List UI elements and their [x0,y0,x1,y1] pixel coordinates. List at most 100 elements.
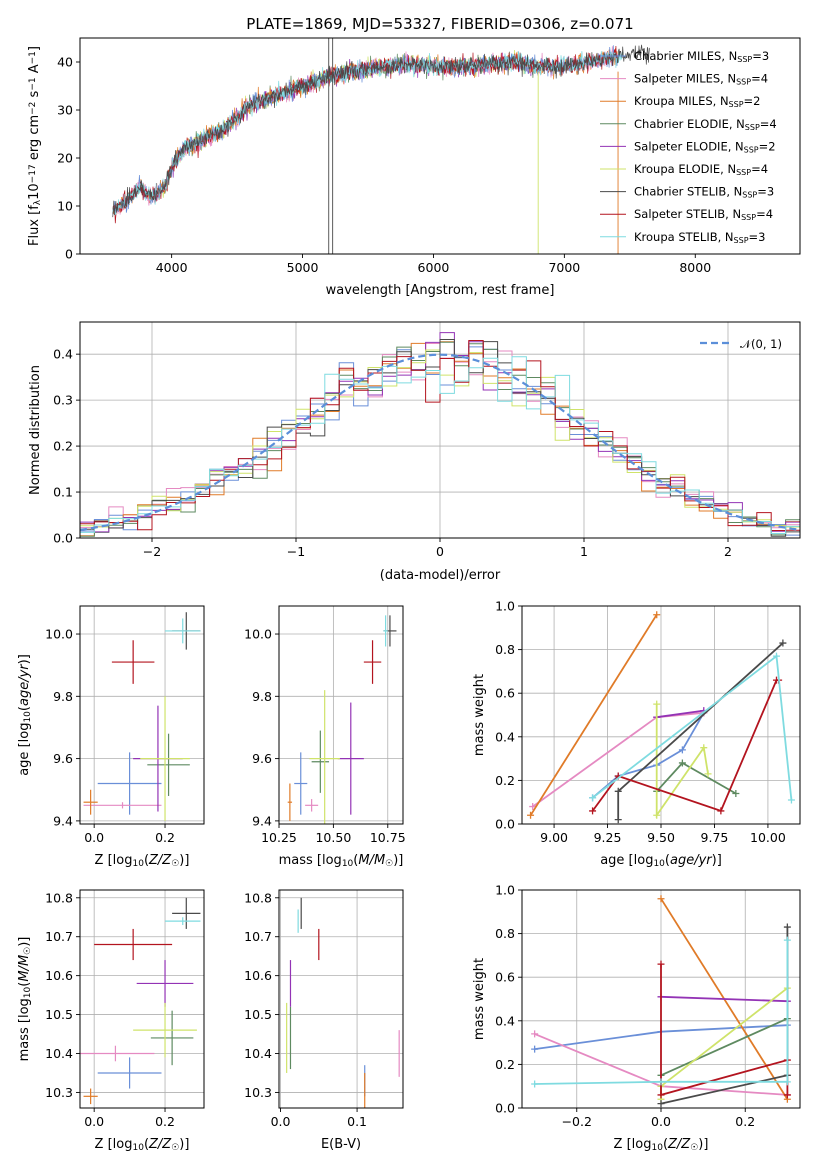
y-tick-label: 0.2 [495,1057,515,1072]
axes-spectrum: 4000 5000 6000 7000 8000 0 10 20 30 40 [57,37,801,275]
legend-label-chabrier_elodie: Chabrier ELODIE, NSSP=4 [634,117,777,132]
x-tick-label: 8000 [679,260,711,275]
y-tick-label: 20 [57,151,73,166]
y-tick-label: 10.8 [244,890,272,905]
y-tick-label: 0 [65,247,73,262]
axes-age_vs_Z: 0.0 0.2 9.4 9.6 9.8 10.0 [45,605,205,845]
axes-mass_vs_ebv: 0.0 0.1 10.3 10.4 10.5 10.6 10.7 10.8 [244,889,404,1129]
plot-area-mass_vs_ebv [286,897,400,1108]
legend-label-normal: 𝒩(0, 1) [740,337,782,351]
weight-marker-kroupa_miles [527,811,535,819]
x-tick-label: 10.25 [261,830,297,845]
x-tick-label: 0.0 [271,1114,291,1129]
y-tick-label: 0.0 [495,1101,515,1116]
x-tick-label: 0.0 [84,1114,104,1129]
legend-label-chabrier_stelib: Chabrier STELIB, NSSP=3 [634,185,774,200]
y-axis-label-weight-Z: mass weight [472,958,487,1040]
plots-layer: 4000 5000 6000 7000 8000010203040wavelength … [17,37,801,1153]
y-tick-label: 0.4 [495,1013,515,1028]
axes-frame [79,889,205,1109]
legend-label-kroupa_stelib: Kroupa STELIB, NSSP=3 [634,230,765,245]
x-tick-label: 1 [580,544,588,559]
weight-marker-chabrier_stelib [783,923,791,931]
weight-marker-salpeter_stelib [783,1091,791,1099]
x-axis-label-spectrum: wavelength [Angstrom, rest frame] [326,283,555,298]
x-tick-label: −0.2 [562,1114,592,1129]
x-axis-label-weight-age: age [log10(age/yr)] [600,853,722,869]
legend-label-salpeter_miles: Salpeter MILES, NSSP=4 [634,72,768,87]
x-axis-label-mass-ebv: E(B-V) [321,1137,361,1152]
weight-line-kroupa_stelib [534,940,789,1085]
x-tick-label: 6000 [418,260,450,275]
y-axis-label-weight-age: mass weight [472,674,487,756]
weight-marker-salpeter_miles [529,803,537,811]
axes-mass_vs_Z: 0.0 0.2 10.3 10.4 10.5 10.6 10.7 10.8 [45,889,205,1129]
spectrum-line-chabrier_stelib [112,44,650,218]
weight-line-salpeter_elodie [660,995,788,1003]
y-tick-label: 1.0 [495,599,515,614]
weight-line-salpeter_elodie [656,709,704,719]
x-tick-label: 0.1 [347,1114,367,1129]
x-tick-label: −1 [287,544,305,559]
x-tick-label: 10.50 [315,830,351,845]
normal-curve [80,353,800,531]
y-tick-label: 10.7 [244,929,272,944]
weight-marker-salpeter_stelib [657,960,665,968]
x-tick-label: 0.2 [735,1114,755,1129]
y-tick-label: 10.7 [45,929,73,944]
x-axis-label-age-Z: Z [log10(Z/Z☉)] [95,853,190,869]
weight-marker-salpeter_stelib [589,807,597,815]
x-tick-label: 5000 [287,260,319,275]
weight-marker-chabrier_elodie [678,759,686,767]
x-tick-label: 0.0 [651,1114,671,1129]
weight-marker-kroupa_stelib [787,796,795,804]
y-tick-label: 9.8 [53,689,73,704]
y-tick-label: 0.0 [495,817,515,832]
y-tick-label: 9.4 [252,813,272,828]
y-tick-label: 10.6 [244,968,272,983]
axes-frame [278,889,404,1109]
x-tick-label: 0.0 [84,830,104,845]
weight-line-kroupa_miles [529,614,658,816]
y-tick-label: 9.4 [53,813,73,828]
y-tick-label: 0.1 [53,485,73,500]
plot-area-spectrum [112,38,650,254]
x-tick-label: 0 [436,544,444,559]
x-axis-label-hist: (data-model)/error [380,568,501,583]
x-tick-label: 9.50 [647,830,675,845]
legend-label-salpeter_elodie: Salpeter ELODIE, NSSP=2 [634,139,776,154]
y-tick-label: 0.2 [53,439,73,454]
weight-marker-salpeter_stelib [657,1091,665,1099]
y-axis-label-hist: Normed distribution [28,365,43,495]
y-tick-label: 10 [57,199,73,214]
y-tick-label: 10.3 [45,1085,73,1100]
legend-label-kroupa_elodie: Kroupa ELODIE, NSSP=4 [634,162,768,177]
y-tick-label: 10.0 [45,627,73,642]
weight-marker-salpeter_stelib [717,807,725,815]
axes-weight_vs_Z: −0.2 0.0 0.2 0.0 0.2 0.4 0.6 0.8 1.0 [495,883,801,1129]
y-tick-label: 10.8 [45,890,73,905]
y-tick-label: 9.6 [252,751,272,766]
y-tick-label: 40 [57,55,73,70]
y-tick-label: 9.6 [53,751,73,766]
x-tick-label: 0.2 [155,830,175,845]
legend-label-salpeter_stelib: Salpeter STELIB, NSSP=4 [634,207,773,222]
weight-marker-kroupa_elodie [704,770,712,778]
plot-area-residual_hist [80,332,800,537]
weight-marker-kroupa_elodie [653,700,661,708]
y-tick-label: 10.4 [244,1046,272,1061]
y-tick-label: 0.8 [495,642,515,657]
y-tick-label: 0.6 [495,970,515,985]
weight-marker-kroupa_stelib [772,652,780,660]
weight-marker-kroupa_stelib [783,1078,791,1086]
y-tick-label: 0.3 [53,393,73,408]
x-tick-label: 2 [724,544,732,559]
x-tick-label: 4000 [156,260,188,275]
weight-marker-chabrier_stelib [779,639,787,647]
x-axis-label-weight-Z: Z [log10(Z/Z☉)] [614,1137,709,1153]
y-tick-label: 10.6 [45,968,73,983]
axes-weight_vs_age: 9.00 9.25 9.50 9.75 10.00 0.0 0.2 0.4 0.6 0.8 1.0 [495,599,801,845]
x-tick-label: 10.00 [750,830,786,845]
weight-marker-chabrier_stelib [614,787,622,795]
